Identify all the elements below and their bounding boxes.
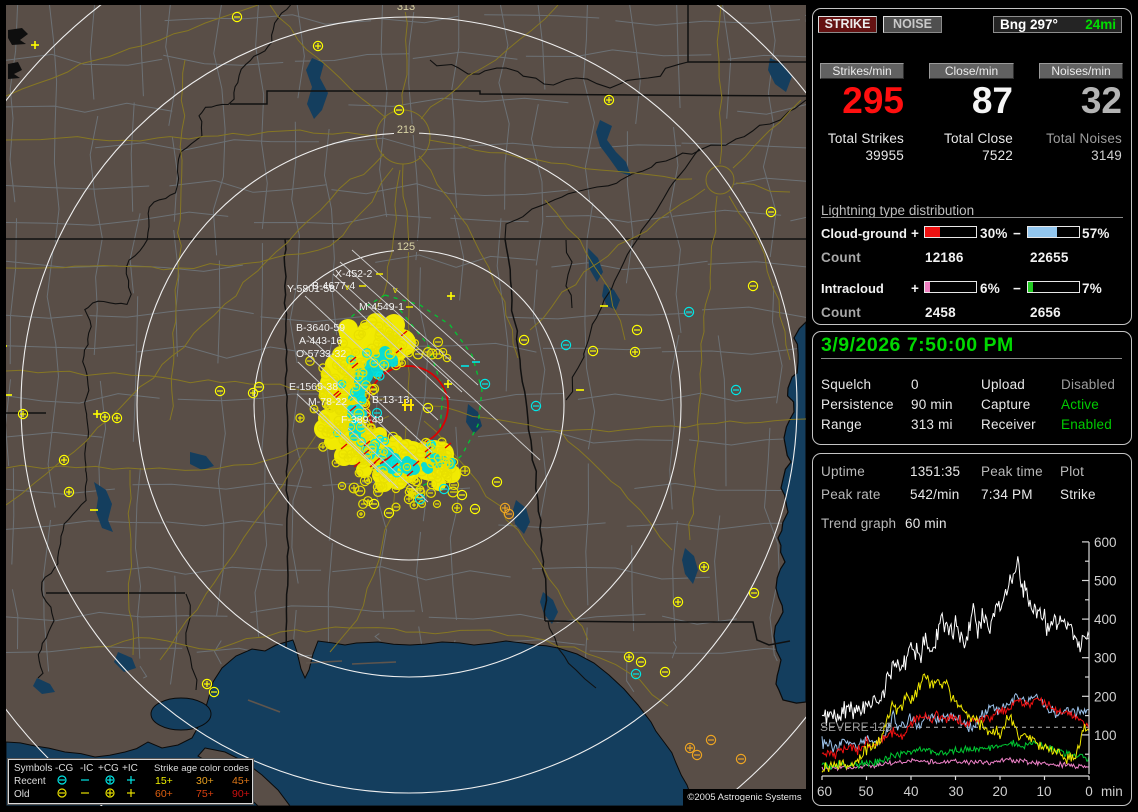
svg-text:600: 600 xyxy=(1094,535,1117,550)
svg-text:0: 0 xyxy=(1085,784,1093,799)
svg-text:90+: 90+ xyxy=(232,788,250,800)
svg-text:-CG: -CG xyxy=(55,763,74,774)
svg-text:B-13-13: B-13-13 xyxy=(372,394,410,406)
svg-text:313: 313 xyxy=(397,1,415,13)
svg-text:F-389-49: F-389-49 xyxy=(341,414,384,426)
svg-text:min: min xyxy=(1101,784,1123,799)
svg-text:A-443-16: A-443-16 xyxy=(299,335,342,347)
svg-text:60: 60 xyxy=(817,784,832,799)
svg-text:-IC: -IC xyxy=(80,763,93,774)
svg-text:M-4549-1: M-4549-1 xyxy=(359,301,404,313)
svg-text:300: 300 xyxy=(1094,651,1117,666)
svg-text:O-5733-32: O-5733-32 xyxy=(296,348,346,360)
svg-text:Recent: Recent xyxy=(14,776,46,787)
svg-text:X-452-2: X-452-2 xyxy=(335,268,373,280)
svg-text:Y-5801-58: Y-5801-58 xyxy=(287,283,335,295)
svg-text:40: 40 xyxy=(903,784,918,799)
svg-text:+IC: +IC xyxy=(122,763,138,774)
svg-text:15+: 15+ xyxy=(155,775,173,787)
svg-text:SEVERE 120: SEVERE 120 xyxy=(820,720,892,734)
svg-text:45+: 45+ xyxy=(232,775,250,787)
svg-text:Old: Old xyxy=(14,789,30,800)
svg-text:10: 10 xyxy=(1036,784,1051,799)
svg-text:60+: 60+ xyxy=(155,788,173,800)
svg-text:v: v xyxy=(393,285,398,295)
svg-text:E-1565-38: E-1565-38 xyxy=(289,381,338,393)
svg-text:75+: 75+ xyxy=(196,788,214,800)
svg-text:30: 30 xyxy=(948,784,963,799)
svg-text:200: 200 xyxy=(1094,689,1117,704)
svg-text:50: 50 xyxy=(858,784,873,799)
svg-text:125: 125 xyxy=(397,241,415,253)
svg-text:+CG: +CG xyxy=(98,763,119,774)
svg-text:B-4677-4: B-4677-4 xyxy=(312,280,355,292)
svg-text:Symbols: Symbols xyxy=(14,763,52,774)
svg-text:B-3640-59: B-3640-59 xyxy=(296,322,345,334)
svg-text:Strike age color codes: Strike age color codes xyxy=(154,763,249,774)
svg-text:20: 20 xyxy=(992,784,1007,799)
svg-text:400: 400 xyxy=(1094,612,1117,627)
svg-text:v: v xyxy=(345,282,350,292)
svg-text:M-78-22: M-78-22 xyxy=(308,396,347,408)
svg-text:100: 100 xyxy=(1094,728,1117,743)
svg-text:30+: 30+ xyxy=(196,775,214,787)
svg-text:219: 219 xyxy=(397,124,415,136)
svg-text:500: 500 xyxy=(1094,574,1117,589)
